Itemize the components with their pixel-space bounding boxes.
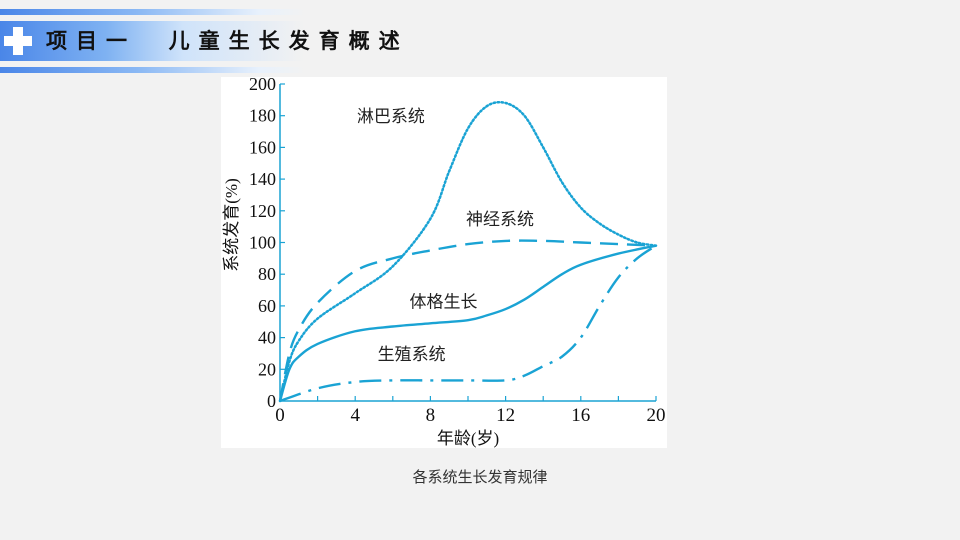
x-tick-label: 8 xyxy=(426,405,436,426)
series-line xyxy=(278,100,658,403)
y-tick-label: 80 xyxy=(258,264,276,284)
header-bottom-bar xyxy=(0,67,305,73)
line-chart: 0 4 8 12 16 20020406080100120140160180200年龄(岁… xyxy=(222,77,666,448)
x-tick-label: 4 xyxy=(350,405,360,426)
series-line xyxy=(278,239,657,402)
x-tick-label: 16 xyxy=(571,405,590,426)
series-annotation: 生殖系统 xyxy=(378,345,446,365)
y-tick-label: 0 xyxy=(267,391,276,411)
y-tick-label: 180 xyxy=(249,106,276,126)
plus-cross-icon xyxy=(4,27,32,55)
x-tick-label: 12 xyxy=(496,405,515,426)
y-tick-label: 100 xyxy=(249,233,276,253)
y-tick-label: 120 xyxy=(249,201,276,221)
series-annotation: 体格生长 xyxy=(410,292,478,312)
y-tick-label: 200 xyxy=(249,77,276,94)
page-title: 项目一 儿童生长发育概述 xyxy=(46,28,409,53)
series-line xyxy=(278,244,657,402)
series-annotation: 神经系统 xyxy=(466,210,534,230)
x-axis-label: 年龄(岁) xyxy=(437,429,499,448)
y-tick-label: 40 xyxy=(258,328,276,348)
series-line xyxy=(279,244,657,403)
header-band xyxy=(0,21,305,61)
y-tick-label: 140 xyxy=(249,169,276,189)
y-tick-label: 60 xyxy=(258,296,276,316)
y-tick-label: 20 xyxy=(258,359,276,379)
header-top-bar xyxy=(0,9,305,15)
y-tick-label: 160 xyxy=(249,137,276,157)
y-axis-label: 系统发育(%) xyxy=(222,178,241,271)
chart-figure: 0 4 8 12 16 20 0 20 40 60 80 100 120 140 160 180 200 年龄(岁… xyxy=(221,77,667,448)
figure-caption: 各系统生长发育规律 xyxy=(412,468,548,486)
x-tick-label: 0 xyxy=(275,405,285,426)
x-tick-label: 20 xyxy=(647,405,666,426)
series-annotation: 淋巴系统 xyxy=(357,107,425,127)
